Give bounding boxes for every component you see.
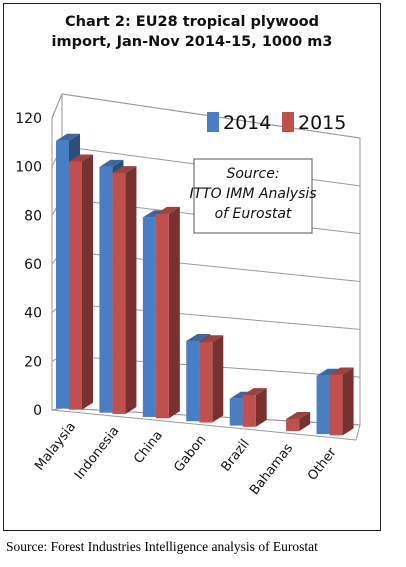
bar-front (286, 418, 300, 432)
bar-side (299, 411, 311, 432)
y-tick-label: 0 (33, 403, 42, 419)
bar-side (125, 166, 137, 414)
y-tick-label: 40 (24, 306, 42, 322)
legend-label-2014: 2014 (223, 112, 271, 134)
annotation-line: ITTO IMM Analysis (189, 186, 316, 202)
chart-title: Chart 2: EU28 tropical plywood import, J… (12, 12, 372, 52)
bar-top (112, 166, 137, 174)
category-label: Malaysia (32, 420, 79, 474)
gridline-side (51, 93, 63, 119)
bar-2015-china (155, 206, 180, 419)
bar-top (99, 159, 124, 167)
bar-top (242, 388, 267, 396)
legend: 2014 2015 (207, 112, 346, 134)
bar-front (242, 395, 256, 427)
source-annotation: Source: ITTO IMM Analysis of Eurostat (189, 158, 317, 234)
category-label: China (131, 428, 166, 467)
y-tick-label: 120 (15, 111, 42, 127)
y-tick-label: 100 (15, 160, 42, 176)
category-label: Brazil (219, 437, 253, 475)
category-label: Other (305, 445, 340, 484)
bar-2015-other (329, 367, 354, 436)
bar-front (56, 140, 69, 409)
category-label: Gabon (171, 432, 209, 475)
bar-top (186, 333, 211, 341)
y-axis-ticks: 0 20 40 60 80 100 120 (15, 111, 42, 419)
annotation-line: Source: (226, 166, 279, 182)
bar-front (99, 166, 113, 413)
annotation-box (193, 158, 313, 234)
bar-side (168, 206, 180, 419)
bar-top (199, 335, 224, 343)
legend-label-2015: 2015 (298, 112, 346, 134)
legend-swatch-2014 (207, 112, 219, 132)
figure-caption: Source: Forest Industries Intelligence a… (6, 539, 318, 554)
y-tick-label: 80 (24, 208, 42, 224)
bar-front (155, 213, 169, 419)
bar-top (286, 411, 311, 419)
bar-side (342, 367, 354, 436)
bar-side (255, 388, 267, 427)
bar-top (329, 367, 354, 375)
bar-top (155, 206, 180, 214)
bar-2015-indonesia (112, 166, 137, 414)
bar-front (142, 217, 156, 417)
bar-front (112, 173, 126, 414)
y-tick-label: 20 (24, 354, 42, 370)
bar-2015-brazil (242, 388, 267, 427)
chart-title-line-1: Chart 2: EU28 tropical plywood (64, 14, 319, 30)
bar-2015-gabon (199, 335, 224, 423)
bar-front (186, 340, 200, 422)
bar-2015-malaysia (69, 154, 93, 410)
legend-swatch-2015 (282, 112, 294, 132)
bar-front (199, 342, 213, 423)
category-label: Bahamas (247, 441, 296, 498)
annotation-line: of Eurostat (215, 206, 292, 222)
bar-front (329, 374, 343, 436)
bar-side (212, 335, 224, 423)
bar-top (69, 154, 93, 162)
bar-front (316, 375, 330, 435)
bar-front (69, 161, 82, 410)
category-label: Indonesia (72, 424, 123, 483)
chart-title-line-2: import, Jan-Nov 2014-15, 1000 m3 (51, 34, 333, 50)
bar-top (56, 133, 80, 141)
bar-top (316, 368, 341, 376)
y-tick-label: 60 (24, 257, 42, 273)
bar-2015-bahamas (286, 411, 311, 432)
bar-front (229, 398, 243, 426)
bars (56, 133, 354, 436)
bar-side (82, 154, 93, 410)
